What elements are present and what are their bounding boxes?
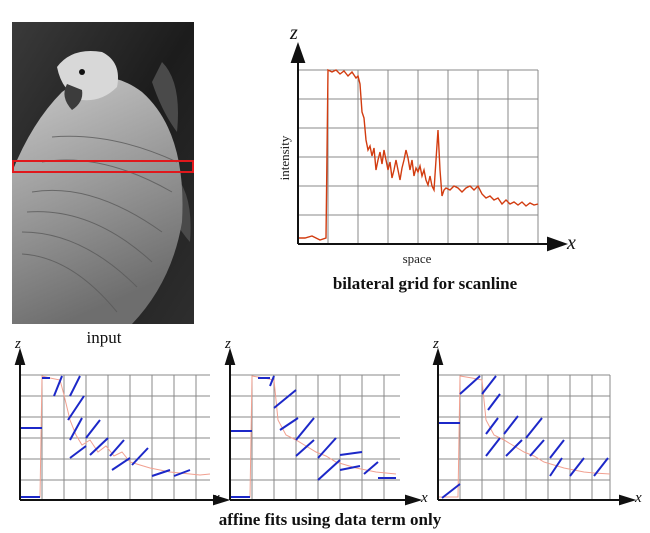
- plot2-x-axis-letter: x: [421, 490, 428, 506]
- plot2-z-axis-letter: z: [225, 336, 231, 352]
- main-plot-caption: bilateral grid for scanline: [332, 274, 518, 293]
- main-axes: [290, 41, 569, 252]
- parrot-eye: [79, 69, 85, 75]
- plot3-z-axis-letter: z: [433, 336, 439, 352]
- plot1-x-axis-letter: x: [213, 490, 220, 506]
- affine-plot-3: [432, 347, 637, 506]
- scanline-highlight-box: [12, 160, 194, 173]
- affine-plot-1: [14, 347, 231, 506]
- main-grid: [298, 69, 539, 244]
- input-photo: [12, 22, 194, 324]
- parrot-beak: [64, 84, 83, 110]
- affine-plot-2: [224, 347, 423, 506]
- input-caption: input: [86, 328, 122, 347]
- plot1-z-axis-letter: z: [15, 336, 21, 352]
- space-axis-label: space: [402, 251, 432, 266]
- scanline-intensity-curve: [298, 68, 539, 241]
- main-z-axis-letter: z: [290, 22, 298, 44]
- main-x-axis-letter: x: [567, 232, 576, 254]
- affine-fits-caption: affine fits using data term only: [218, 510, 442, 529]
- plot3-x-axis-letter: x: [635, 490, 642, 506]
